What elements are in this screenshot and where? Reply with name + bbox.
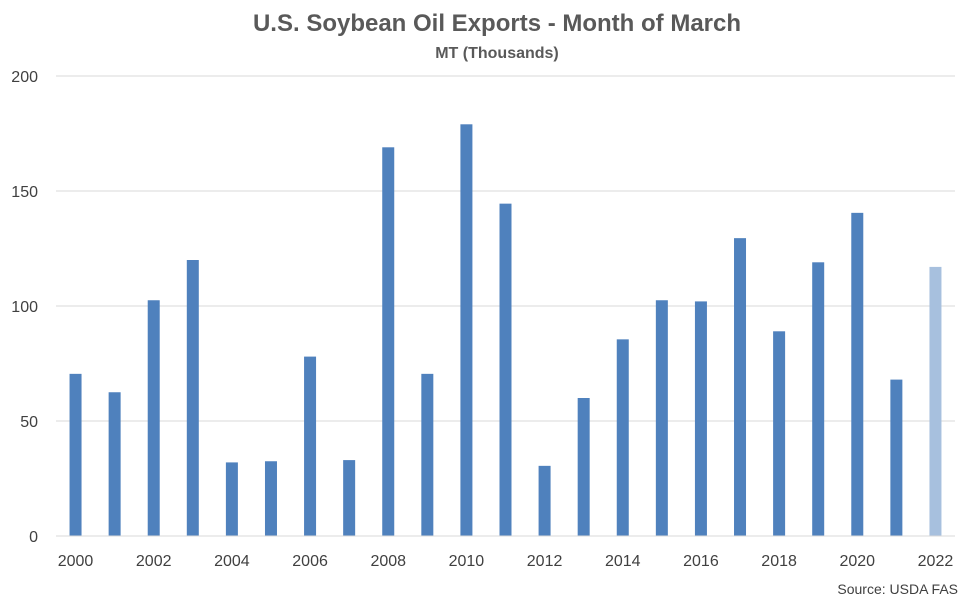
- bar-2009: [421, 373, 434, 536]
- bar-2003: [186, 260, 199, 536]
- bar-2017: [734, 238, 747, 536]
- bar-2014: [616, 339, 629, 536]
- x-tick-label: 2012: [527, 553, 563, 570]
- chart-subtitle: MT (Thousands): [435, 45, 559, 62]
- x-tick-label: 2008: [370, 553, 406, 570]
- bar-2020: [851, 212, 864, 536]
- y-tick-label: 100: [11, 299, 38, 316]
- bar-2008: [382, 147, 395, 537]
- x-tick-label: 2016: [683, 553, 719, 570]
- x-tick-label: 2018: [761, 553, 797, 570]
- x-tick-label: 2002: [136, 553, 172, 570]
- bar-2022: [929, 266, 942, 536]
- y-tick-label: 200: [11, 69, 38, 86]
- x-tick-label: 2000: [58, 553, 94, 570]
- y-tick-label: 50: [20, 414, 38, 431]
- bar-2000: [69, 373, 82, 536]
- x-tick-label: 2004: [214, 553, 250, 570]
- bar-2016: [694, 301, 707, 536]
- bar-2015: [655, 300, 668, 536]
- chart-title: U.S. Soybean Oil Exports - Month of Marc…: [253, 10, 741, 37]
- bar-2011: [499, 203, 512, 536]
- bar-2013: [577, 398, 590, 536]
- bar-2007: [343, 460, 356, 536]
- y-tick-label: 0: [29, 529, 38, 546]
- bar-2019: [812, 262, 825, 536]
- bars: [69, 124, 942, 537]
- bar-2006: [304, 356, 317, 536]
- source-note: Source: USDA FAS: [837, 581, 958, 597]
- x-tick-label: 2006: [292, 553, 328, 570]
- x-tick-label: 2010: [449, 553, 485, 570]
- x-axis-ticks: 2000 2002 2004 2006 2008 2010 2012 2014 2016 2018…: [58, 553, 954, 570]
- y-tick-label: 150: [11, 184, 38, 201]
- bar-2012: [538, 465, 551, 536]
- bar-2002: [147, 300, 160, 536]
- y-axis-ticks: 0 50 100 150 200: [11, 69, 38, 546]
- bar-2021: [890, 379, 903, 536]
- bar-2005: [264, 461, 277, 536]
- x-tick-label: 2014: [605, 553, 641, 570]
- x-tick-label: 2022: [918, 553, 954, 570]
- x-tick-label: 2020: [839, 553, 875, 570]
- bar-2004: [225, 462, 238, 536]
- bar-2010: [460, 124, 473, 537]
- bar-2018: [773, 331, 786, 536]
- bar-2001: [108, 392, 121, 536]
